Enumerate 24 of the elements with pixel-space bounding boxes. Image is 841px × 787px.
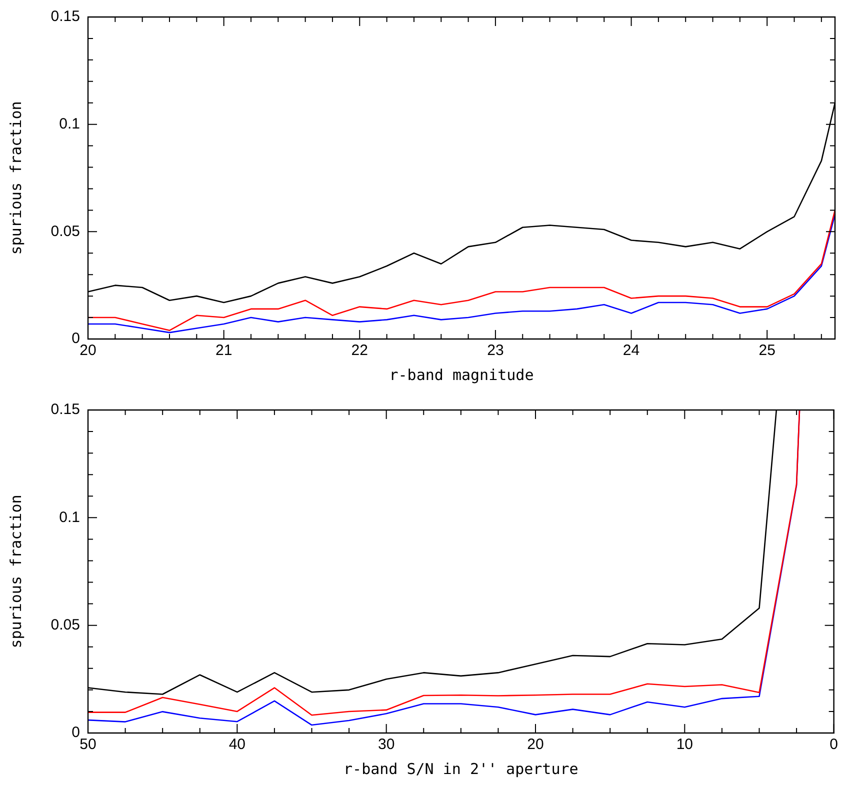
y-axis-title: spurious fraction bbox=[6, 494, 25, 648]
x-tick-label: 21 bbox=[215, 342, 232, 360]
y-tick-label: 0.05 bbox=[50, 222, 80, 240]
x-tick-label: 25 bbox=[758, 342, 776, 360]
y-tick-label: 0.15 bbox=[50, 8, 80, 26]
x-tick-label: 30 bbox=[378, 736, 395, 754]
x-tick-label: 20 bbox=[80, 342, 96, 360]
y-tick-label: 0.1 bbox=[59, 508, 80, 526]
x-tick-label: 24 bbox=[622, 342, 640, 360]
x-tick-label: 50 bbox=[80, 736, 96, 754]
x-axis-title: r-band magnitude bbox=[389, 366, 534, 384]
x-tick-label: 10 bbox=[676, 736, 694, 754]
y-tick-label: 0 bbox=[72, 330, 80, 348]
y-axis-title: spurious fraction bbox=[6, 101, 25, 255]
y-tick-label: 0.1 bbox=[59, 115, 80, 132]
x-tick-label: 23 bbox=[487, 342, 504, 360]
y-tick-label: 0 bbox=[72, 724, 80, 742]
x-tick-label: 22 bbox=[351, 342, 368, 360]
x-tick-label: 0 bbox=[830, 736, 838, 754]
y-tick-label: 0.15 bbox=[50, 401, 80, 418]
x-tick-label: 40 bbox=[228, 736, 246, 754]
x-tick-label: 20 bbox=[527, 736, 544, 754]
y-tick-label: 0.05 bbox=[50, 616, 80, 634]
x-axis-title: r-band S/N in 2'' aperture bbox=[344, 760, 578, 778]
